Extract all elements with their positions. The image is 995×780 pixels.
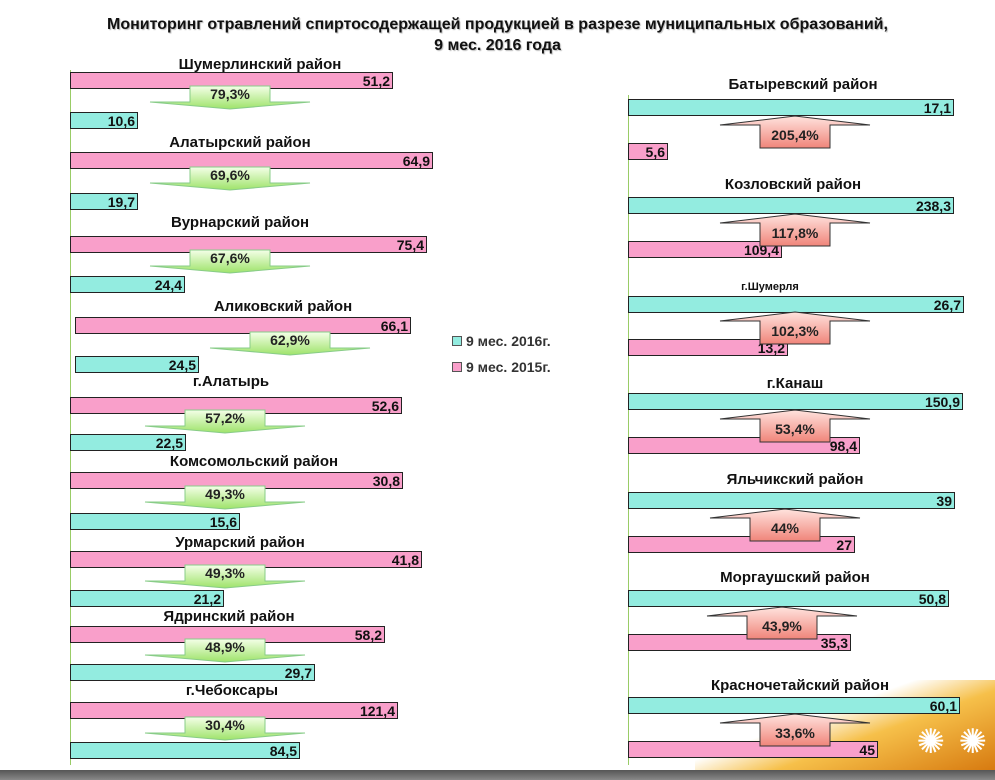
bar-2015: 5,6 bbox=[628, 143, 668, 160]
change-percent: 117,8% bbox=[771, 225, 819, 241]
legend-item-2015: 9 мес. 2015г. bbox=[452, 359, 551, 375]
district-label: Красночетайский район bbox=[710, 677, 890, 694]
decrease-arrow: 69,6% bbox=[110, 165, 350, 191]
bar-2016: 150,9 bbox=[628, 393, 963, 410]
bar-2016: 22,5 bbox=[70, 434, 186, 451]
change-percent: 48,9% bbox=[205, 639, 245, 655]
bar-2016: 29,7 bbox=[70, 664, 315, 681]
district-label: Козловский район bbox=[724, 176, 862, 193]
decrease-arrow: 57,2% bbox=[105, 408, 345, 434]
increase-arrow: 117,8% bbox=[715, 213, 875, 247]
change-percent: 49,3% bbox=[205, 486, 245, 502]
decrease-arrow: 62,9% bbox=[170, 330, 410, 356]
decrease-arrow: 30,4% bbox=[105, 715, 345, 741]
star-icon: ✺ bbox=[916, 723, 946, 761]
change-percent: 205,4% bbox=[771, 127, 819, 143]
bar-2016: 21,2 bbox=[70, 590, 224, 607]
bar-2016: 17,1 bbox=[628, 99, 954, 116]
bar-2016: 50,8 bbox=[628, 590, 949, 607]
legend-item-2016: 9 мес. 2016г. bbox=[452, 333, 551, 349]
bar-2016: 238,3 bbox=[628, 197, 954, 214]
increase-arrow: 53,4% bbox=[715, 409, 875, 443]
district-label: Ядринский район bbox=[163, 608, 295, 625]
district-label: г.Алатырь bbox=[192, 373, 270, 390]
bottom-bar bbox=[0, 770, 995, 780]
bar-2016: 15,6 bbox=[70, 513, 240, 530]
decrease-arrow: 49,3% bbox=[105, 563, 345, 589]
district-label: Комсомольский район bbox=[169, 453, 339, 470]
chart-title: Мониторинг отравлений спиртосодержащей п… bbox=[107, 16, 888, 54]
district-label: г.Канаш bbox=[766, 375, 824, 392]
change-percent: 57,2% bbox=[205, 410, 245, 426]
decrease-arrow: 48,9% bbox=[105, 637, 345, 663]
increase-arrow: 44% bbox=[705, 508, 865, 542]
bar-2015: 13,2 bbox=[628, 339, 788, 356]
change-percent: 62,9% bbox=[270, 332, 310, 348]
increase-arrow: 43,9% bbox=[702, 606, 862, 640]
district-label: Алатырский район bbox=[169, 134, 311, 151]
increase-arrow: 102,3% bbox=[715, 311, 875, 345]
change-percent: 44% bbox=[770, 520, 800, 536]
change-percent: 43,9% bbox=[762, 618, 802, 634]
bar-2016: 10,6 bbox=[70, 112, 138, 129]
decrease-arrow: 67,6% bbox=[110, 248, 350, 274]
district-label: Шумерлинский район bbox=[178, 56, 342, 73]
change-percent: 33,6% bbox=[775, 725, 815, 741]
district-label: Батыревский район bbox=[728, 76, 878, 93]
district-label: Вурнарский район bbox=[170, 214, 310, 231]
bar-2016: 39 bbox=[628, 492, 955, 509]
bar-2016: 84,5 bbox=[70, 742, 300, 759]
bar-2016: 24,5 bbox=[75, 356, 199, 373]
district-label: Моргаушский район bbox=[720, 569, 870, 586]
change-percent: 69,6% bbox=[210, 167, 250, 183]
district-label: г.Шумерля bbox=[741, 281, 799, 293]
bar-2016: 60,1 bbox=[628, 697, 960, 714]
change-percent: 49,3% bbox=[205, 565, 245, 581]
bar-2015: 66,1 bbox=[75, 317, 411, 334]
district-label: Урмарский район bbox=[175, 534, 305, 551]
district-label: Аликовский район bbox=[213, 298, 353, 315]
change-percent: 53,4% bbox=[775, 421, 815, 437]
bar-2016: 24,4 bbox=[70, 276, 185, 293]
decrease-arrow: 79,3% bbox=[110, 84, 350, 110]
change-percent: 67,6% bbox=[210, 250, 250, 266]
increase-arrow: 33,6% bbox=[715, 713, 875, 747]
bar-2016: 19,7 bbox=[70, 193, 138, 210]
left-axis bbox=[70, 70, 71, 765]
change-percent: 102,3% bbox=[771, 323, 819, 339]
district-label: г.Чебоксары bbox=[185, 682, 279, 699]
change-percent: 30,4% bbox=[205, 717, 245, 733]
right-axis bbox=[628, 95, 629, 765]
district-label: Яльчикский район bbox=[726, 471, 864, 488]
increase-arrow: 205,4% bbox=[715, 115, 875, 149]
decrease-arrow: 49,3% bbox=[105, 484, 345, 510]
change-percent: 79,3% bbox=[210, 86, 250, 102]
star-icon: ✺ bbox=[958, 723, 988, 761]
